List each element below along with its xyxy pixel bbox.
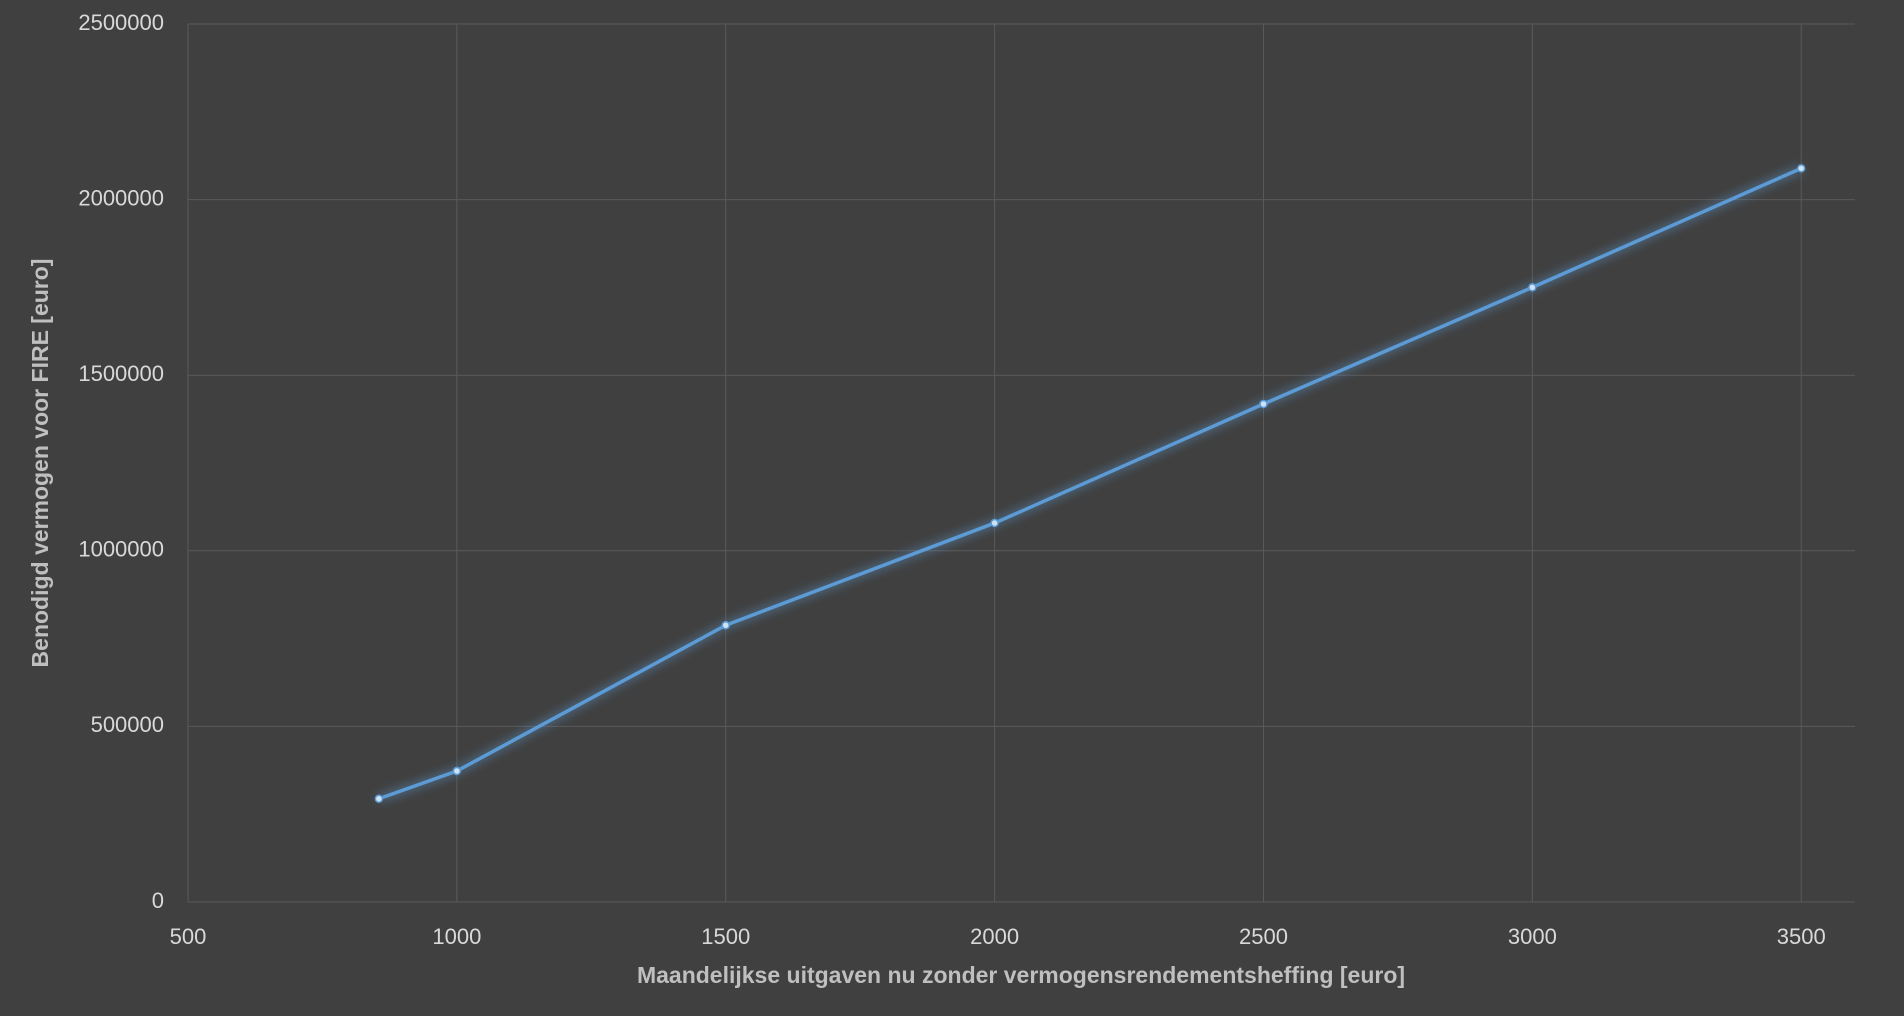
x-tick-label: 2500 — [1239, 924, 1288, 949]
data-point — [990, 518, 999, 528]
y-tick-label: 2500000 — [78, 10, 164, 35]
data-point — [1259, 399, 1268, 409]
y-axis-title: Benodigd vermogen voor FIRE [euro] — [27, 259, 53, 668]
y-tick-label: 1000000 — [78, 537, 164, 562]
y-tick-label: 0 — [152, 888, 164, 913]
data-point — [452, 766, 462, 776]
data-point — [721, 621, 730, 630]
y-tick-label: 500000 — [91, 712, 164, 737]
x-tick-label: 3000 — [1508, 924, 1557, 949]
x-tick-label: 1000 — [432, 924, 481, 949]
data-point — [374, 794, 384, 803]
x-tick-label: 3500 — [1777, 924, 1826, 949]
x-tick-label: 1500 — [701, 924, 750, 949]
data-point — [1528, 283, 1537, 292]
y-tick-label: 1500000 — [78, 361, 164, 386]
y-tick-label: 2000000 — [78, 185, 164, 210]
x-tick-label: 2000 — [970, 924, 1019, 949]
x-axis-title: Maandelijkse uitgaven nu zonder vermogen… — [637, 962, 1405, 988]
x-tick-label: 500 — [170, 924, 207, 949]
data-point — [1796, 164, 1806, 173]
